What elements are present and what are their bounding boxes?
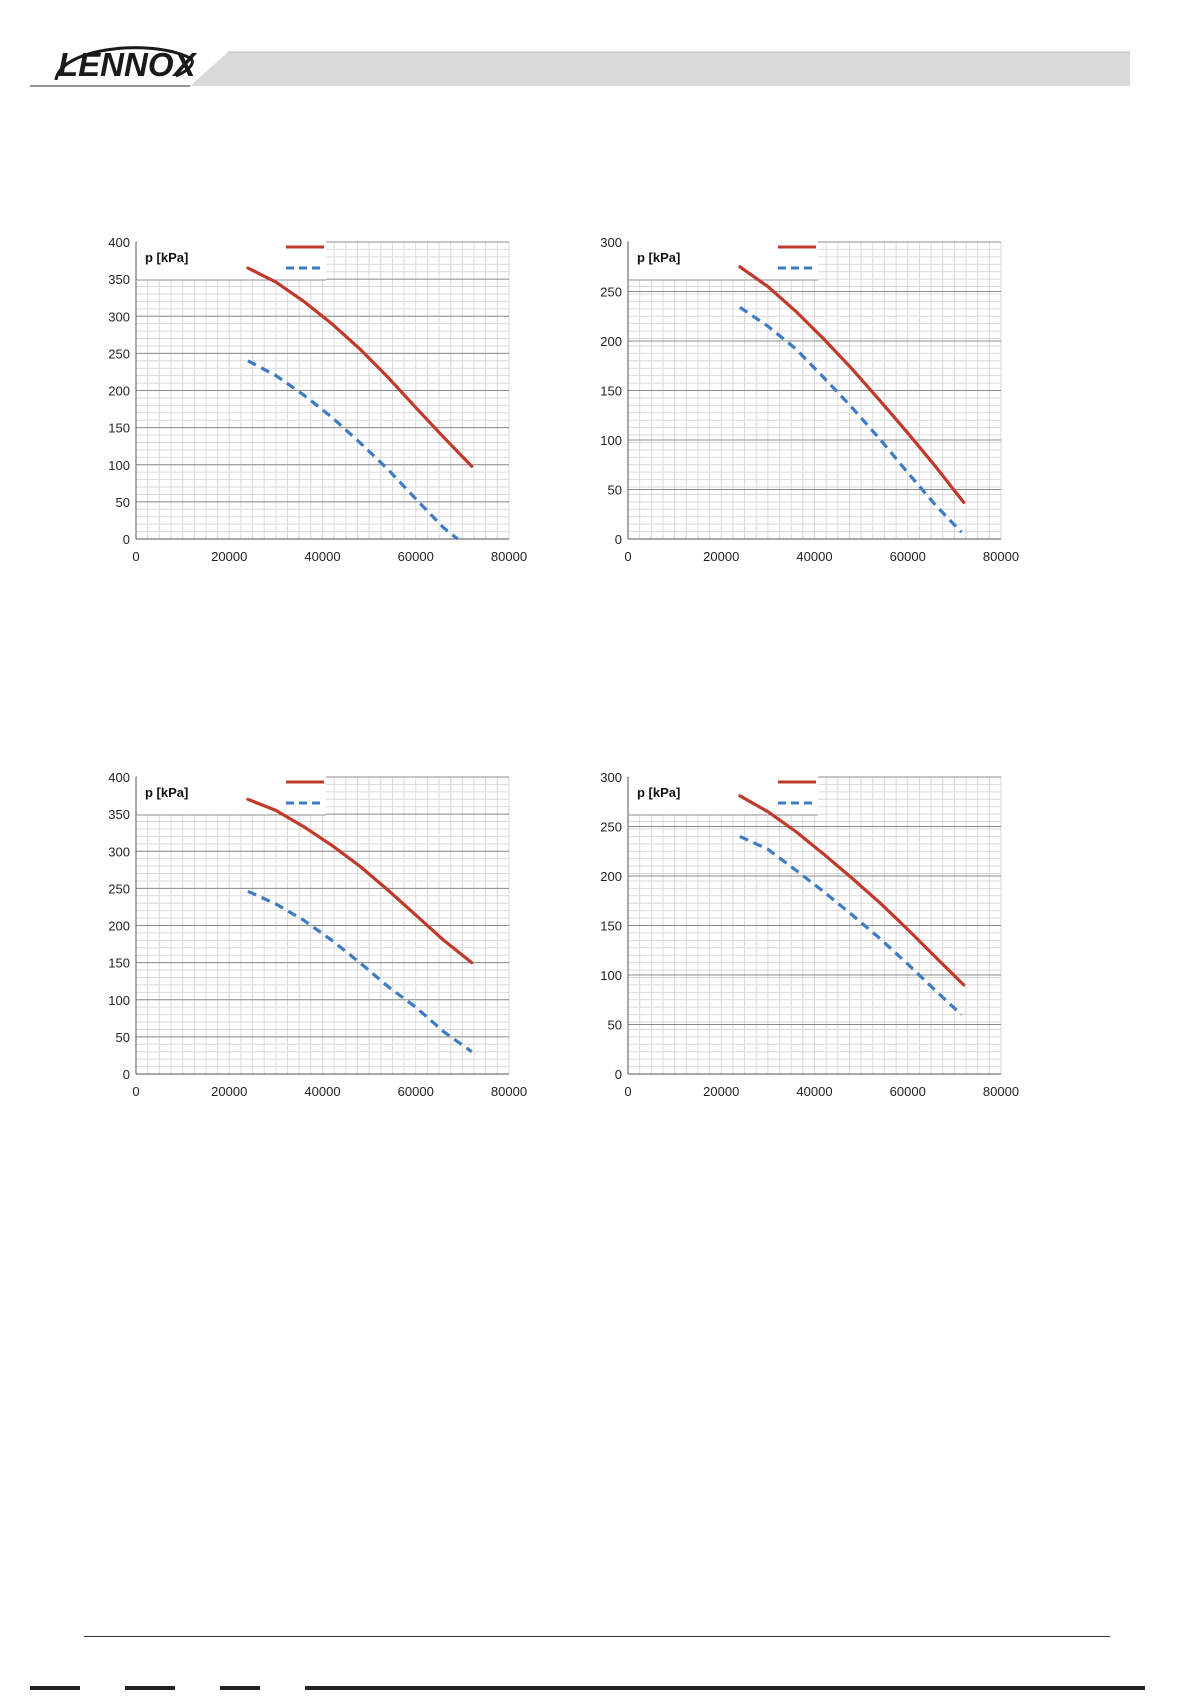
x-tick-label: 0 xyxy=(132,549,139,564)
x-tick-label: 40000 xyxy=(304,549,340,564)
y-tick-label: 250 xyxy=(108,346,130,361)
page-header: LENNOX xyxy=(0,0,1192,100)
series-line-dashed xyxy=(739,834,963,1016)
chart-2: 0 50 100 150 200 250 300 0 20000 40000 60000 80000 p… xyxy=(582,230,1032,570)
y-tick-label: 250 xyxy=(600,820,622,835)
y-tick-label: 400 xyxy=(108,770,130,785)
x-tick-label: 40000 xyxy=(796,549,832,564)
y-tick-label: 0 xyxy=(123,532,130,547)
y-tick-label: 300 xyxy=(108,844,130,859)
x-tick-label: 60000 xyxy=(890,549,926,564)
y-tick-label: 200 xyxy=(600,869,622,884)
footer-rule xyxy=(84,1636,1110,1637)
y-tick-label: 0 xyxy=(615,1067,622,1082)
x-tick-label: 0 xyxy=(132,1084,139,1099)
y-tick-label: 300 xyxy=(108,309,130,324)
x-tick-label: 80000 xyxy=(983,1084,1019,1099)
x-tick-label: 60000 xyxy=(398,1084,434,1099)
y-tick-label: 200 xyxy=(600,334,622,349)
y-tick-label: 0 xyxy=(615,532,622,547)
footer-marks xyxy=(0,1678,1192,1690)
x-tick-label: 20000 xyxy=(211,549,247,564)
legend-panel xyxy=(629,773,757,815)
y-tick-label: 200 xyxy=(108,919,130,934)
legend-panel xyxy=(137,773,265,815)
x-tick-label: 0 xyxy=(624,1084,631,1099)
series-line-solid xyxy=(738,265,966,504)
y-tick-label: 350 xyxy=(108,807,130,822)
y-tick-label: 150 xyxy=(108,421,130,436)
y-tick-label: 200 xyxy=(108,384,130,399)
y-tick-label: 50 xyxy=(608,1018,622,1033)
x-tick-label: 40000 xyxy=(304,1084,340,1099)
x-tick-label: 60000 xyxy=(890,1084,926,1099)
y-tick-label: 0 xyxy=(123,1067,130,1082)
x-tick-label: 40000 xyxy=(796,1084,832,1099)
x-tick-label: 20000 xyxy=(703,549,739,564)
series-line-solid xyxy=(738,794,966,987)
x-tick-label: 20000 xyxy=(211,1084,247,1099)
y-tick-label: 50 xyxy=(608,483,622,498)
y-tick-label: 300 xyxy=(600,235,622,250)
chart-1: 0 50 100 150 200 250 300 350 400 0 20000 40000 60000… xyxy=(90,230,540,570)
x-tick-label: 80000 xyxy=(983,549,1019,564)
series-line-dashed xyxy=(247,889,473,1054)
y-axis-label: p [kPa] xyxy=(637,250,680,265)
header-band xyxy=(190,52,1130,86)
y-tick-label: 400 xyxy=(108,235,130,250)
y-axis-label: p [kPa] xyxy=(145,250,188,265)
x-tick-label: 20000 xyxy=(703,1084,739,1099)
logo-wordmark: LENNOX xyxy=(58,46,198,83)
y-tick-label: 50 xyxy=(116,495,130,510)
y-tick-label: 350 xyxy=(108,272,130,287)
x-tick-label: 80000 xyxy=(491,549,527,564)
y-tick-label: 100 xyxy=(108,458,130,473)
series-line-solid xyxy=(246,266,474,468)
series-line-dashed xyxy=(247,359,459,541)
y-axis-label: p [kPa] xyxy=(637,785,680,800)
y-tick-label: 250 xyxy=(108,881,130,896)
y-tick-label: 150 xyxy=(600,384,622,399)
series-line-dashed xyxy=(739,305,963,534)
chart-3: 0 50 100 150 200 250 300 350 400 0 20000 40000 60000… xyxy=(90,765,540,1105)
y-tick-label: 250 xyxy=(600,285,622,300)
legend-panel xyxy=(629,238,757,280)
chart-4: 0 50 100 150 200 250 300 0 20000 40000 60000 80000 p… xyxy=(582,765,1032,1105)
y-tick-label: 100 xyxy=(600,433,622,448)
x-tick-label: 0 xyxy=(624,549,631,564)
lennox-logo: LENNOX xyxy=(54,46,198,83)
y-tick-label: 150 xyxy=(108,956,130,971)
y-tick-label: 100 xyxy=(600,968,622,983)
y-tick-label: 300 xyxy=(600,770,622,785)
y-tick-label: 150 xyxy=(600,919,622,934)
y-tick-label: 100 xyxy=(108,993,130,1008)
x-tick-label: 60000 xyxy=(398,549,434,564)
y-tick-label: 50 xyxy=(116,1030,130,1045)
x-tick-label: 80000 xyxy=(491,1084,527,1099)
y-axis-label: p [kPa] xyxy=(145,785,188,800)
series-line-solid xyxy=(246,797,474,965)
legend-panel xyxy=(137,238,265,280)
